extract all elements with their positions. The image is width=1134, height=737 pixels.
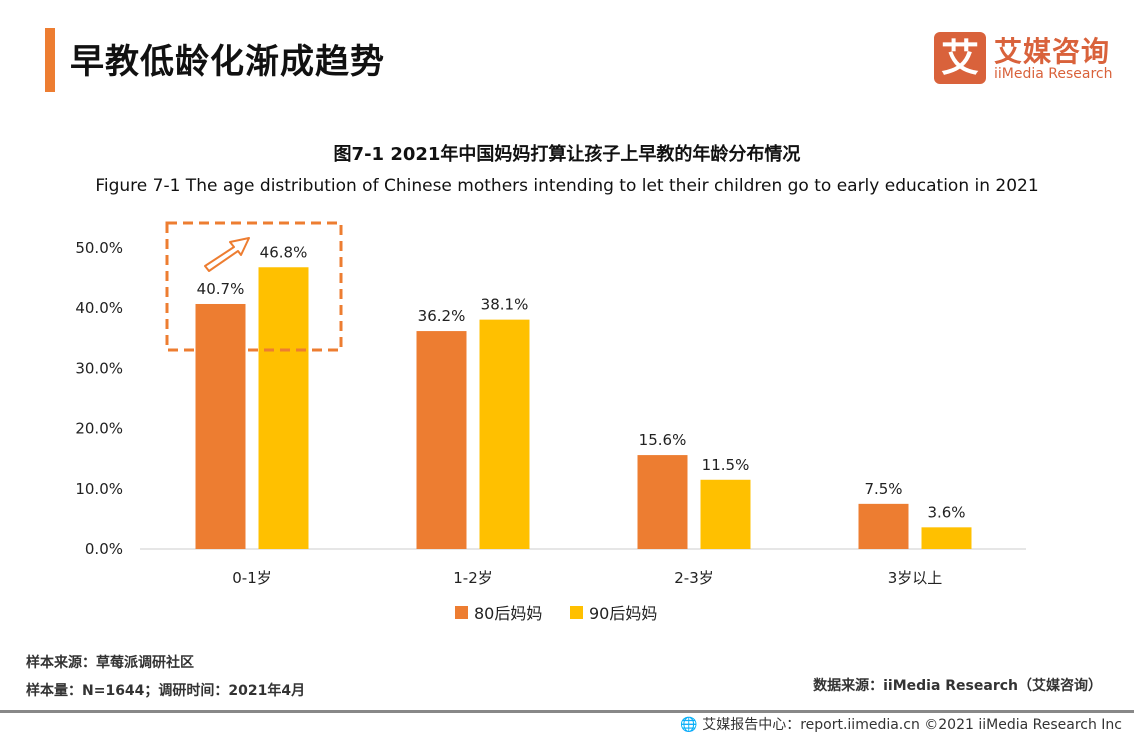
bar-80后妈妈 xyxy=(858,503,909,549)
data-label: 15.6% xyxy=(639,431,687,449)
x-tick-label: 0-1岁 xyxy=(232,569,272,587)
legend-swatch xyxy=(455,606,468,619)
y-tick-label: 10.0% xyxy=(75,480,123,498)
sample-source: 样本来源：草莓派调研社区 xyxy=(26,655,194,671)
x-tick-label: 3岁以上 xyxy=(888,569,943,587)
bar-80后妈妈 xyxy=(637,455,688,549)
logo: 艾 艾媒咨询 iiMedia Research xyxy=(934,32,1114,84)
data-label: 3.6% xyxy=(927,503,965,521)
data-label: 46.8% xyxy=(260,243,308,261)
y-tick-label: 40.0% xyxy=(75,299,123,317)
copyright: 🌐 艾媒报告中心：report.iimedia.cn ©2021 iiMedia… xyxy=(680,714,1122,734)
y-tick-label: 50.0% xyxy=(75,239,123,257)
highlight-box xyxy=(165,221,343,352)
sample-size: 样本量：N=1644；调研时间：2021年4月 xyxy=(26,683,306,699)
page-title: 早教低龄化渐成趋势 xyxy=(70,42,385,82)
y-tick-label: 20.0% xyxy=(75,420,123,438)
data-source: 数据来源：iiMedia Research（艾媒咨询） xyxy=(813,678,1102,694)
legend-swatch xyxy=(570,606,583,619)
logo-mark: 艾 xyxy=(934,32,986,84)
bar-90后妈妈 xyxy=(258,267,309,549)
chart-title: 图7-1 2021年中国妈妈打算让孩子上早教的年龄分布情况 xyxy=(333,144,801,165)
data-label: 7.5% xyxy=(864,480,902,498)
copyright-text: 艾媒报告中心：report.iimedia.cn ©2021 iiMedia R… xyxy=(702,717,1122,733)
y-tick-label: 30.0% xyxy=(75,359,123,377)
bar-80后妈妈 xyxy=(195,303,246,549)
logo-en: iiMedia Research xyxy=(994,66,1113,82)
title-accent-bar xyxy=(45,28,55,92)
x-tick-label: 1-2岁 xyxy=(453,569,493,587)
bar-90后妈妈 xyxy=(921,527,972,549)
data-label: 36.2% xyxy=(418,307,466,325)
globe-icon: 🌐 xyxy=(680,717,698,733)
logo-cn: 艾媒咨询 xyxy=(994,35,1111,68)
y-tick-label: 0.0% xyxy=(85,540,123,558)
legend-label: 90后妈妈 xyxy=(589,604,657,623)
chart-subtitle: Figure 7-1 The age distribution of Chine… xyxy=(95,176,1039,196)
data-label: 38.1% xyxy=(481,296,529,314)
data-label: 11.5% xyxy=(702,456,750,474)
bar-90后妈妈 xyxy=(479,319,530,549)
data-label: 40.7% xyxy=(197,280,245,298)
footer-divider xyxy=(0,710,1134,713)
legend-label: 80后妈妈 xyxy=(474,604,542,623)
up-arrow-icon xyxy=(204,237,250,272)
x-tick-label: 2-3岁 xyxy=(674,569,714,587)
bar-80后妈妈 xyxy=(416,331,467,549)
bar-90后妈妈 xyxy=(700,479,751,549)
